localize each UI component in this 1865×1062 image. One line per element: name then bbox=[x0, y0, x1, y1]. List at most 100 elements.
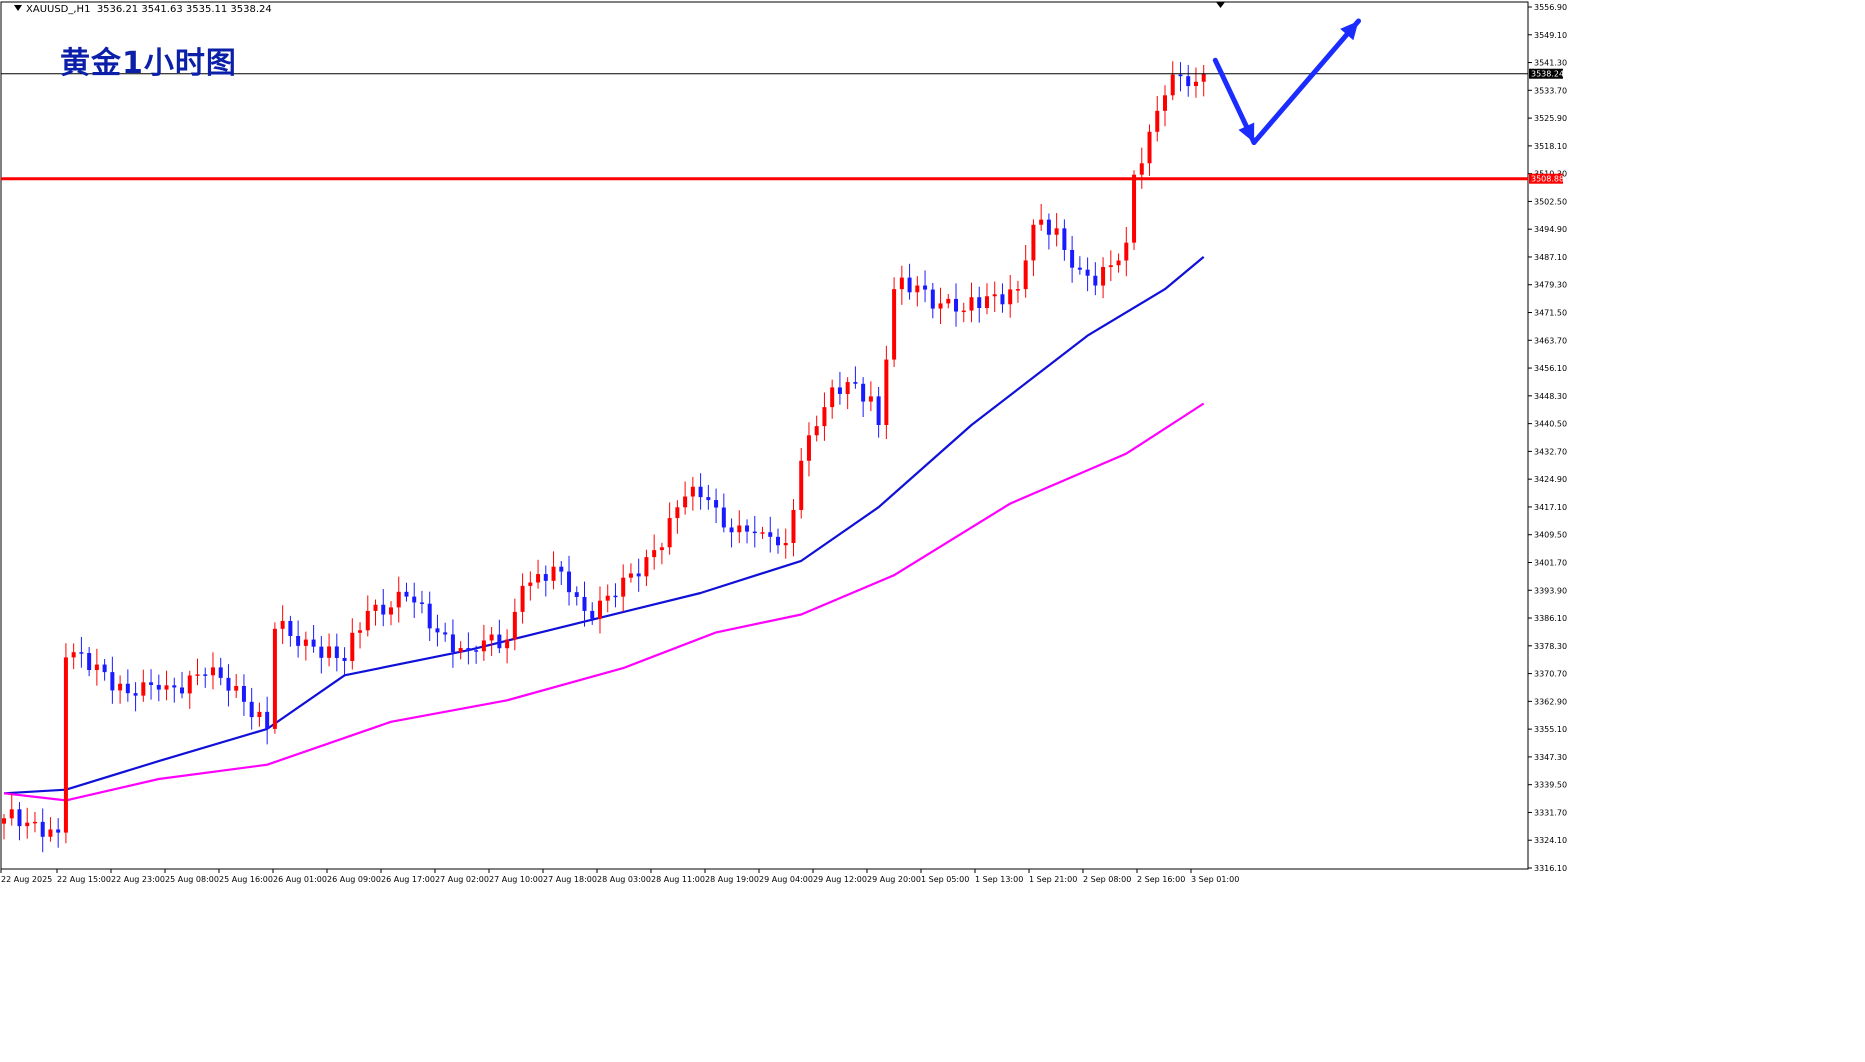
candle-body bbox=[226, 677, 231, 691]
candle bbox=[946, 293, 951, 309]
candle-body bbox=[71, 652, 76, 658]
candle-body bbox=[520, 585, 525, 612]
candle bbox=[892, 277, 897, 367]
candle-body bbox=[48, 829, 53, 837]
candle-body bbox=[992, 294, 997, 297]
candle-body bbox=[636, 573, 641, 577]
candle-body bbox=[1124, 242, 1129, 261]
candle-body bbox=[32, 821, 37, 824]
candle bbox=[1147, 124, 1152, 176]
candle-body bbox=[419, 602, 424, 604]
x-tick-label: 22 Aug 2025 bbox=[1, 875, 52, 884]
y-tick-label: 3393.90 bbox=[1534, 586, 1567, 595]
y-tick-label: 3533.70 bbox=[1534, 86, 1567, 95]
candle bbox=[210, 652, 215, 690]
candle-body bbox=[1070, 249, 1075, 268]
candle bbox=[652, 534, 657, 570]
x-tick-label: 1 Sep 05:00 bbox=[921, 875, 969, 884]
y-tick-label: 3518.10 bbox=[1534, 142, 1567, 151]
candle-body bbox=[241, 686, 246, 702]
candle-body bbox=[706, 497, 711, 501]
candle-body bbox=[567, 571, 572, 593]
candle-body bbox=[56, 829, 61, 833]
candle bbox=[899, 265, 904, 305]
candle-body bbox=[149, 682, 154, 685]
candle bbox=[234, 674, 239, 699]
candle-body bbox=[466, 648, 471, 651]
candle bbox=[830, 379, 835, 419]
candle bbox=[760, 526, 765, 539]
candle-body bbox=[296, 635, 301, 646]
candle-body bbox=[210, 667, 215, 676]
y-tick-label: 3355.10 bbox=[1534, 725, 1567, 734]
candle-body bbox=[288, 620, 293, 636]
x-tick-label: 25 Aug 16:00 bbox=[219, 875, 273, 884]
candle bbox=[845, 377, 850, 410]
x-tick-label: 2 Sep 08:00 bbox=[1083, 875, 1131, 884]
candle bbox=[172, 677, 177, 703]
candle bbox=[319, 636, 324, 674]
candle-body bbox=[946, 298, 951, 304]
candle bbox=[71, 643, 76, 670]
candle-body bbox=[574, 592, 579, 597]
candle-body bbox=[203, 674, 208, 676]
candle-body bbox=[280, 620, 285, 629]
candle-body bbox=[1101, 267, 1106, 286]
candle-body bbox=[334, 646, 339, 658]
candle-body bbox=[404, 591, 409, 597]
candle bbox=[729, 518, 734, 548]
y-tick-label: 3424.90 bbox=[1534, 475, 1567, 484]
candle-body bbox=[675, 507, 680, 519]
y-tick-label: 3362.90 bbox=[1534, 697, 1567, 706]
candle-body bbox=[799, 460, 804, 510]
candle bbox=[2, 814, 6, 840]
candle bbox=[110, 656, 115, 704]
candle bbox=[567, 555, 572, 606]
candles bbox=[2, 61, 1206, 853]
candle bbox=[381, 589, 386, 627]
candle bbox=[396, 576, 401, 623]
candle-body bbox=[690, 486, 695, 497]
candle-body bbox=[954, 298, 959, 312]
x-tick-label: 1 Sep 13:00 bbox=[975, 875, 1023, 884]
candle-body bbox=[899, 277, 904, 290]
candle-body bbox=[837, 387, 842, 394]
y-tick-label: 3386.10 bbox=[1534, 614, 1567, 623]
candle bbox=[1132, 170, 1137, 250]
candle bbox=[497, 619, 502, 654]
candle-body bbox=[1054, 228, 1059, 235]
candle-body bbox=[497, 634, 502, 649]
candle bbox=[187, 670, 192, 709]
candle bbox=[636, 558, 641, 592]
candle-body bbox=[180, 687, 185, 694]
candle-body bbox=[969, 297, 974, 311]
x-tick-label: 29 Aug 20:00 bbox=[867, 875, 921, 884]
candle-body bbox=[760, 532, 765, 534]
candle-body bbox=[745, 525, 750, 532]
candle-body bbox=[1093, 275, 1098, 286]
candle-body bbox=[814, 426, 819, 436]
symbol-dropdown-icon[interactable] bbox=[14, 5, 22, 11]
candle-body bbox=[783, 542, 788, 546]
y-tick-label: 3378.30 bbox=[1534, 642, 1567, 651]
y-tick-label: 3316.10 bbox=[1534, 864, 1567, 873]
candle bbox=[621, 564, 626, 612]
candle bbox=[358, 622, 363, 649]
candle-body bbox=[536, 574, 541, 583]
candle bbox=[48, 817, 53, 842]
moving-averages bbox=[3, 256, 1205, 802]
resistance-price-label: 3508.88 bbox=[1531, 175, 1564, 184]
candle-body bbox=[683, 496, 688, 508]
candle bbox=[714, 488, 719, 524]
candle-body bbox=[1077, 267, 1082, 270]
candle-body bbox=[458, 648, 463, 653]
candle-body bbox=[822, 407, 827, 427]
candle bbox=[288, 615, 293, 647]
candle bbox=[141, 669, 146, 702]
candle bbox=[40, 808, 45, 853]
y-tick-label: 3417.10 bbox=[1534, 503, 1567, 512]
candle-body bbox=[63, 657, 68, 833]
candle-body bbox=[512, 611, 517, 640]
